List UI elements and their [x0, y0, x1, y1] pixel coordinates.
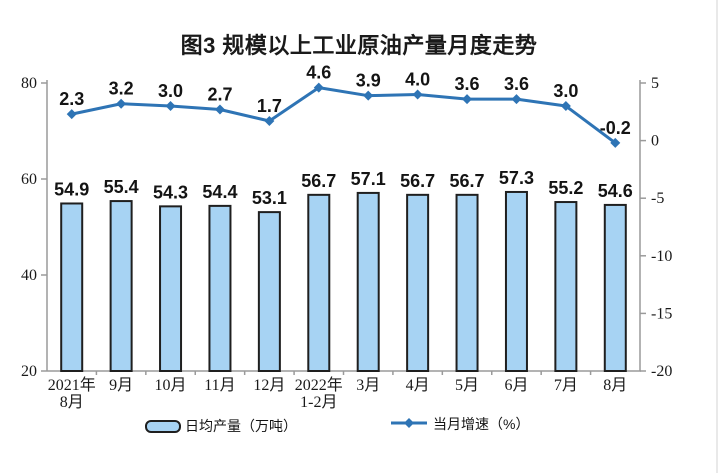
x-axis-label: 8月	[603, 377, 627, 394]
page-edge	[716, 0, 718, 473]
axis-tick-labels: 80 60 40 20 5 0 -5 -10 -15 -20	[21, 75, 672, 380]
line-series	[66, 82, 621, 148]
bar	[356, 191, 380, 372]
legend-item-bar: 日均产量（万吨）	[145, 416, 297, 436]
x-axis-label: 2022年	[295, 376, 343, 394]
legend-bar-label: 日均产量（万吨）	[185, 418, 297, 434]
bar-series-swatch-icon	[145, 419, 181, 433]
bar-value-label: 55.4	[104, 177, 139, 197]
bar-value-label: 54.4	[202, 182, 237, 202]
bar	[603, 203, 627, 372]
x-axis-label: 5月	[455, 377, 479, 394]
right-axis-tick-label: -5	[651, 190, 664, 207]
x-axis-label: 11月	[204, 377, 235, 394]
line-value-label: 4.6	[306, 63, 331, 83]
bar	[307, 193, 331, 372]
line-marker	[66, 109, 77, 120]
bar	[554, 201, 578, 372]
bar-value-label: 53.1	[252, 188, 287, 208]
line-marker	[462, 94, 473, 105]
line-value-label: 3.6	[504, 74, 529, 94]
chart-title: 图3 规模以上工业原油产量月度走势	[180, 33, 538, 58]
x-axis-label: 7月	[554, 377, 578, 394]
line-value-label: 4.0	[405, 70, 430, 90]
right-axis-tick-label: 5	[651, 75, 659, 92]
right-axis-tick-label: -20	[651, 363, 672, 380]
line-series-swatch-icon	[390, 416, 428, 433]
bar-value-labels: 54.9 55.4 54.3 54.4 53.1 56.7 57.1 56.7 56.7 57.3…	[54, 168, 633, 208]
right-axis-tick-label: -15	[651, 305, 672, 322]
left-axis-tick-label: 40	[21, 267, 37, 284]
line-value-labels: 2.3 3.2 3.0 2.7 1.7 4.6 3.9 4.0 3.6 3.6 3.0 -0.2	[59, 63, 631, 138]
bar-value-label: 54.6	[598, 181, 633, 201]
bar	[504, 190, 528, 372]
x-axis-label: 4月	[406, 377, 430, 394]
line-value-label: 3.6	[455, 74, 480, 94]
legend-line-label: 当月增速（%）	[433, 416, 530, 432]
x-axis-label: 6月	[504, 377, 528, 394]
bar-value-label: 56.7	[400, 171, 435, 191]
x-axis-label: 1-2月	[300, 394, 337, 411]
line-marker	[165, 101, 176, 112]
x-axis-label: 2021年	[48, 376, 96, 394]
line-value-label: 2.7	[207, 84, 232, 104]
left-axis-tick-label: 20	[21, 363, 37, 380]
line-marker	[264, 116, 275, 127]
x-axis-label: 12月	[253, 377, 285, 394]
line-value-label: 1.7	[257, 96, 282, 116]
left-axis-tick-label: 80	[21, 75, 37, 92]
line-marker	[214, 104, 225, 115]
line-value-label: 3.0	[158, 81, 183, 101]
line-marker	[412, 89, 423, 100]
right-axis-tick-label: -10	[651, 248, 672, 265]
bar-series	[60, 190, 627, 372]
bar	[257, 211, 281, 372]
x-axis-label: 3月	[356, 377, 380, 394]
bar-value-label: 56.7	[301, 171, 336, 191]
line-value-label: -0.2	[600, 118, 631, 138]
line-value-label: 2.3	[59, 89, 84, 109]
bar-value-label: 55.2	[548, 178, 583, 198]
line-marker	[511, 94, 522, 105]
left-axis-tick-label: 60	[21, 171, 37, 188]
bar	[109, 200, 133, 372]
bar	[455, 193, 479, 372]
bar-value-label: 57.3	[499, 168, 534, 188]
line-value-label: 3.0	[553, 81, 578, 101]
bar-value-label: 54.3	[153, 182, 188, 202]
legend-item-line: 当月增速（%）	[390, 414, 529, 434]
bar-value-label: 54.9	[54, 179, 89, 199]
bar	[406, 193, 430, 372]
x-axis-label: 10月	[155, 377, 187, 394]
x-axis-label: 8月	[60, 394, 84, 411]
line-marker	[560, 101, 571, 112]
line-path	[70, 86, 617, 145]
bar-value-label: 56.7	[450, 171, 485, 191]
right-axis-tick-label: 0	[651, 133, 659, 150]
bar	[208, 204, 232, 372]
axes	[41, 80, 646, 375]
line-marker	[116, 98, 127, 109]
bar	[159, 205, 183, 372]
bar-value-label: 57.1	[351, 169, 386, 189]
line-marker	[363, 90, 374, 101]
line-value-label: 3.2	[109, 79, 134, 99]
bar	[60, 202, 84, 372]
line-marker	[313, 82, 324, 93]
line-value-label: 3.9	[356, 71, 381, 91]
line-marker	[610, 137, 621, 148]
x-axis-label: 9月	[109, 377, 133, 394]
